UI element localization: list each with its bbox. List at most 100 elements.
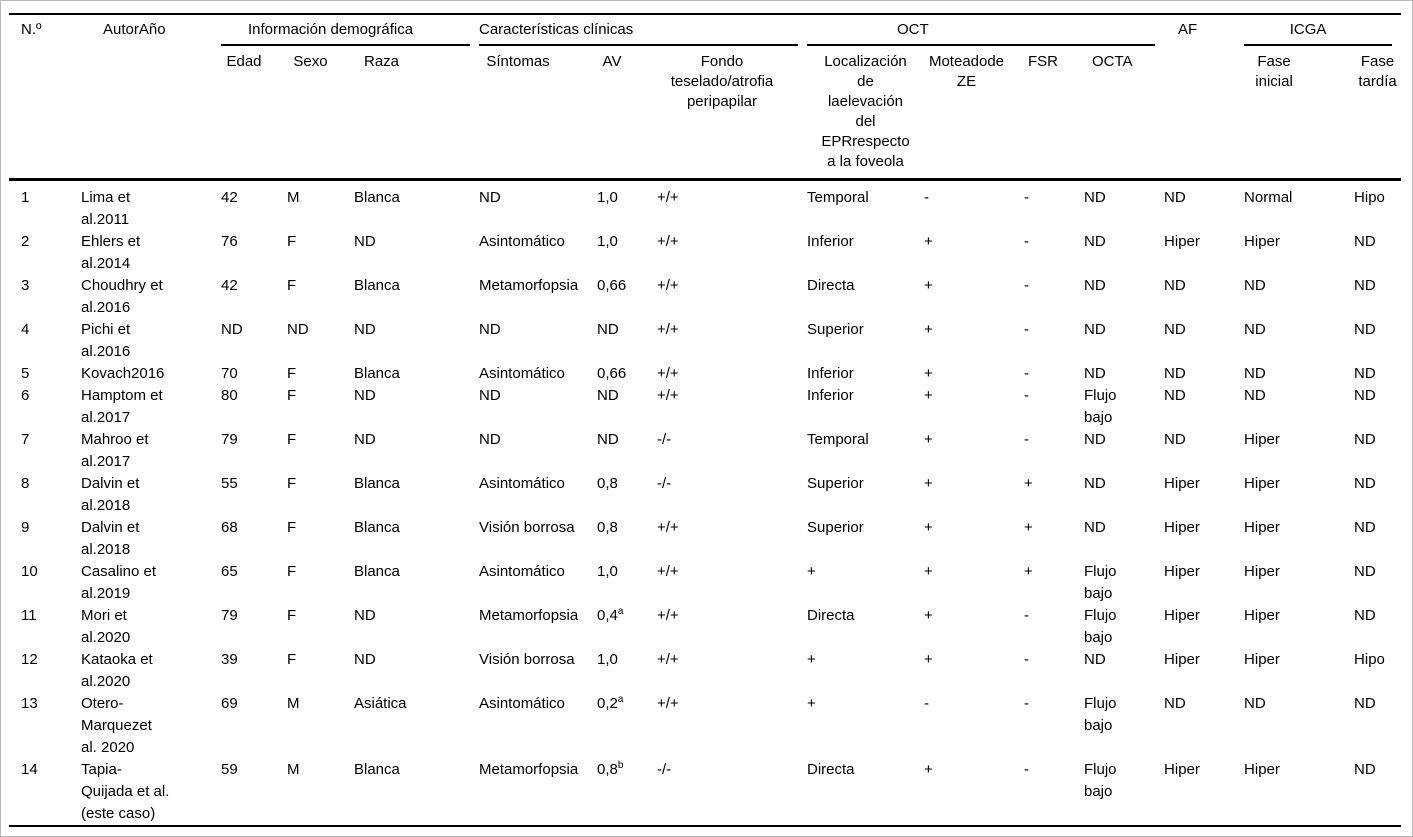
table-cell: +/+ — [657, 607, 679, 624]
table-cell: ND — [1354, 563, 1376, 580]
group-header-clinicas: Características clínicas — [479, 14, 807, 46]
table-cell: 7 — [21, 431, 30, 448]
col-header-sintomas: Síntomas — [486, 53, 550, 70]
table-cell: ND — [1354, 761, 1376, 778]
col-header-fsr: FSR — [1028, 53, 1058, 70]
table-cell: Flujo bajo — [1084, 695, 1117, 734]
footnote-marker: a — [617, 694, 624, 705]
col-header-octa: OCTA — [1092, 53, 1133, 70]
table-cell: + — [924, 233, 933, 250]
table-cell: +/+ — [657, 387, 679, 404]
table-cell: Hiper — [1164, 607, 1200, 624]
table-cell: F — [287, 387, 297, 404]
table-cell: Flujo bajo — [1084, 607, 1117, 646]
table-cell: -/- — [657, 475, 672, 492]
table-cell: Asintomático — [479, 475, 565, 492]
table-cell: ND — [287, 321, 309, 338]
table-cell: ND — [1354, 431, 1376, 448]
col-header-autor-ano: AutorAño — [103, 21, 166, 38]
table-cell: M — [287, 189, 300, 206]
table-cell: ND — [1164, 387, 1186, 404]
table-cell: F — [287, 431, 297, 448]
table-row: 14 Tapia- Quijada et al. (este caso) 59 M Bl… — [9, 759, 1401, 826]
table-cell: ND — [1354, 475, 1376, 492]
table-cell: 42 — [221, 189, 238, 206]
table-cell: Temporal — [807, 189, 869, 206]
footnote-marker: b — [617, 760, 624, 771]
table-cell: Hiper — [1164, 519, 1200, 536]
table-cell: 65 — [221, 563, 238, 580]
table-cell: Inferior — [807, 387, 854, 404]
table-cell: 79 — [221, 431, 238, 448]
table-cell: ND — [1164, 277, 1186, 294]
table-cell: F — [287, 365, 297, 382]
table-row: 11 Mori et al.2020 79 F ND Metamorfopsia 0,4a +… — [9, 605, 1401, 649]
table-cell: M — [287, 761, 300, 778]
table-cell: Metamorfopsia — [479, 761, 579, 778]
col-header-numero: N.º — [21, 21, 42, 38]
table-row: 9 Dalvin et al.2018 68 F Blanca Visión borros… — [9, 517, 1401, 561]
table-cell: ND — [479, 431, 501, 448]
table-cell: Asiática — [354, 695, 407, 712]
table-cell: Visión borrosa — [479, 651, 575, 668]
table-cell: 0,66 — [597, 365, 627, 382]
table-cell: Blanca — [354, 189, 400, 206]
table-cell: ND — [1354, 607, 1376, 624]
table-cell: + — [924, 431, 933, 448]
table-cell: +/+ — [657, 277, 679, 294]
table-cell: ND — [1084, 365, 1106, 382]
table-cell: ND — [597, 431, 619, 448]
table-row: 5 Kovach2016 70 F Blanca Asintomático 0,66 +/+ I… — [9, 363, 1401, 385]
table-row: 1 Lima et al.2011 42 M Blanca ND 1,0 +/+ Tempora… — [9, 180, 1401, 232]
table-cell: ND — [1354, 233, 1376, 250]
table-row: 6 Hamptom et al.2017 80 F ND ND ND +/+ Inferior +… — [9, 385, 1401, 429]
table-cell: Kataoka et al.2020 — [81, 651, 153, 690]
table-cell: ND — [354, 233, 376, 250]
table-cell: Dalvin et al.2018 — [81, 475, 140, 514]
table-cell: 42 — [221, 277, 238, 294]
table-cell: 14 — [21, 761, 38, 778]
table-cell: Hiper — [1244, 431, 1280, 448]
comparison-table: N.º AutorAño Información demográfica Car… — [9, 13, 1402, 827]
table-cell: Kovach2016 — [81, 365, 165, 382]
table-cell: 9 — [21, 519, 30, 536]
table-cell: 39 — [221, 651, 238, 668]
table-cell: Blanca — [354, 277, 400, 294]
table-cell: 12 — [21, 651, 38, 668]
table-cell: Hiper — [1244, 475, 1280, 492]
table-cell: ND — [1084, 321, 1106, 338]
table-cell: +/+ — [657, 321, 679, 338]
table-cell: Normal — [1244, 189, 1293, 206]
group-header-demografica: Información demográfica — [221, 14, 479, 46]
table-cell: Hiper — [1164, 651, 1200, 668]
table-cell: 3 — [21, 277, 30, 294]
sub-header-row: Edad Sexo Raza Síntomas AV Fondo teselad… — [9, 46, 1401, 180]
table-cell: 79 — [221, 607, 238, 624]
table-cell: Hamptom et al.2017 — [81, 387, 163, 426]
table-cell: Inferior — [807, 365, 854, 382]
table-cell: Blanca — [354, 475, 400, 492]
table-cell: ND — [1244, 695, 1266, 712]
table-cell: ND — [354, 651, 376, 668]
table-cell: 8 — [21, 475, 30, 492]
table-cell: Hiper — [1244, 563, 1280, 580]
col-header-sexo: Sexo — [293, 53, 328, 70]
table-cell: Mori et al.2020 — [81, 607, 131, 646]
footnote-marker: a — [617, 606, 624, 617]
table-cell: ND — [1354, 321, 1376, 338]
table-cell: - — [1024, 233, 1029, 250]
table-cell: 10 — [21, 563, 38, 580]
table-cell: 11 — [21, 607, 37, 624]
table-cell: M — [287, 695, 300, 712]
table-cell: Superior — [807, 475, 864, 492]
table-cell: ND — [354, 431, 376, 448]
table-cell: - — [924, 695, 929, 712]
table-cell: -/- — [657, 761, 672, 778]
table-cell: 1,0 — [597, 233, 618, 250]
col-header-localizacion-epr: Localización de laelevación del EPRrespe… — [821, 53, 910, 170]
table-cell: 69 — [221, 695, 238, 712]
table-cell: Metamorfopsia — [479, 277, 579, 294]
clinicas-spanner-rule: Características clínicas — [479, 20, 798, 46]
table-cell: -/- — [657, 431, 672, 448]
table-header: N.º AutorAño Información demográfica Car… — [9, 14, 1401, 180]
